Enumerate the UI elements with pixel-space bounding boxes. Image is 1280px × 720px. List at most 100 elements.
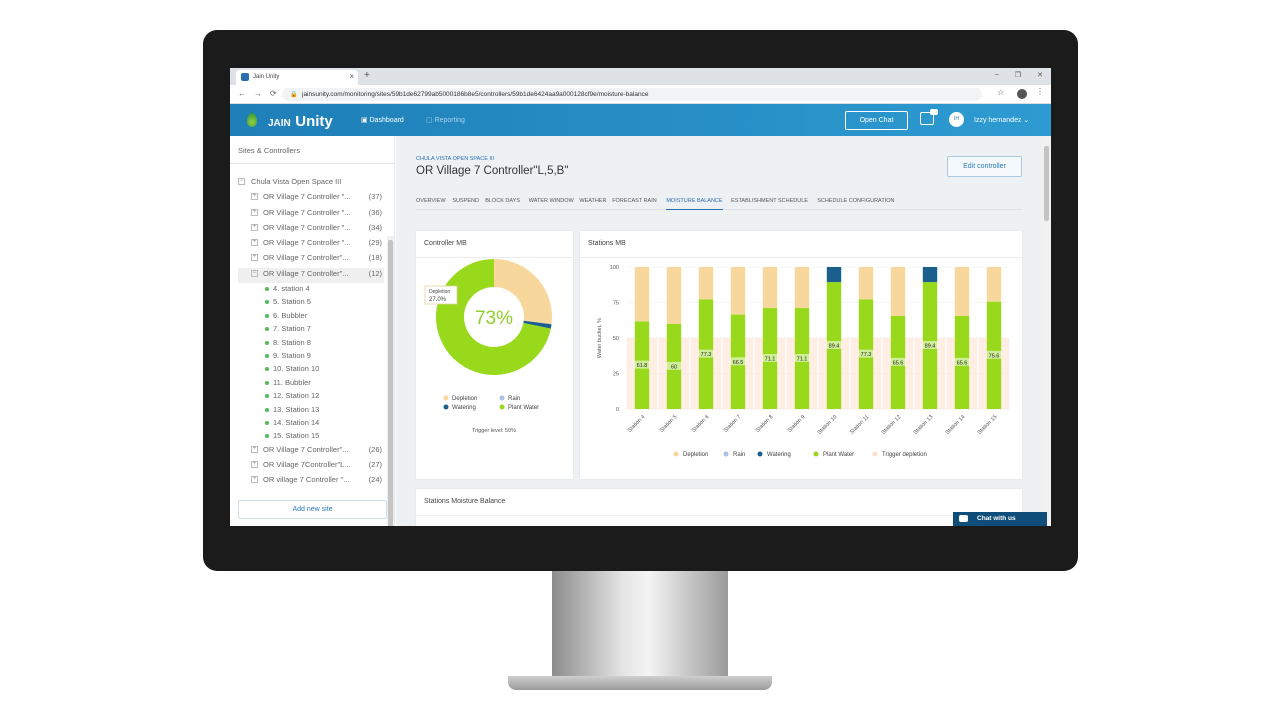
data-label-bg bbox=[858, 349, 874, 358]
tree-site[interactable]: − Chula Vista Open Space III bbox=[238, 176, 384, 191]
expand-icon[interactable]: + bbox=[251, 476, 258, 484]
chat-with-us-button[interactable]: Chat with us bbox=[953, 512, 1047, 526]
url-text: jainsunity.com/monitoring/sites/59b1de62… bbox=[302, 91, 649, 98]
data-label: 89.4 bbox=[925, 344, 936, 350]
open-chat-button[interactable]: Open Chat bbox=[845, 111, 908, 130]
profile-icon[interactable] bbox=[1017, 89, 1027, 99]
sidebar-scroll-thumb[interactable] bbox=[388, 240, 393, 526]
data-label: 65.6 bbox=[957, 360, 968, 366]
maximize-icon[interactable]: ❐ bbox=[1014, 72, 1022, 79]
collapse-icon[interactable]: − bbox=[251, 269, 258, 277]
tab-suspend[interactable]: SUSPEND bbox=[452, 198, 479, 204]
tab-water-window[interactable]: WATER WINDOW bbox=[528, 198, 574, 204]
tree-station[interactable]: 15. Station 15 bbox=[238, 430, 384, 443]
x-tick-label: Station 14 bbox=[945, 414, 967, 436]
browser-tab-strip: Jain Unity × + – ❐ ✕ bbox=[230, 68, 1051, 85]
tab-close-icon[interactable]: × bbox=[349, 72, 354, 81]
station-status-dot bbox=[265, 340, 269, 345]
add-site-button[interactable]: Add new site bbox=[238, 500, 387, 519]
tab-title: Jain Unity bbox=[253, 74, 280, 80]
user-menu[interactable]: Izzy hernandez ⌄ bbox=[974, 117, 1030, 124]
back-icon[interactable]: ← bbox=[238, 89, 246, 98]
data-label-bg bbox=[698, 349, 714, 358]
station-status-dot bbox=[265, 287, 269, 292]
tree-station[interactable]: 9. Station 9 bbox=[238, 350, 384, 363]
y-tick-label: 75 bbox=[613, 301, 619, 307]
nav-dashboard[interactable]: ▣ Dashboard bbox=[361, 117, 404, 124]
browser-window: Jain Unity × + – ❐ ✕ ← → ⟳ 🔒 jainsunity.… bbox=[230, 68, 1051, 526]
legend-marker bbox=[673, 451, 679, 457]
tree-station[interactable]: 8. Station 8 bbox=[238, 337, 384, 350]
tree-controller[interactable]: − OR Village 7 Controller"... (12) bbox=[238, 267, 384, 284]
close-window-icon[interactable]: ✕ bbox=[1037, 72, 1043, 79]
station-label: 7. Station 7 bbox=[273, 324, 311, 334]
data-label-bg bbox=[794, 354, 810, 363]
controller-mb-card: Controller MB 73% Depletion 27.0% Depletion… bbox=[416, 231, 573, 479]
legend-marker bbox=[499, 404, 505, 410]
tree-controller[interactable]: + OR Village 7 Controller"... (26) bbox=[238, 444, 384, 459]
inbox-icon[interactable] bbox=[920, 109, 938, 125]
station-status-dot bbox=[265, 300, 269, 305]
expand-icon[interactable]: + bbox=[251, 223, 258, 231]
tree-station[interactable]: 5. Station 5 bbox=[238, 296, 384, 309]
x-tick-label: Station 7 bbox=[723, 414, 743, 434]
tab-establishment-schedule[interactable]: ESTABLISHMENT SCHEDULE bbox=[731, 198, 808, 204]
chat-with-us-label: Chat with us bbox=[977, 515, 1016, 522]
nav-reporting[interactable]: ▢ Reporting bbox=[426, 117, 465, 124]
tree-station[interactable]: 12. Station 12 bbox=[238, 390, 384, 403]
tree-station[interactable]: 7. Station 7 bbox=[238, 323, 384, 336]
station-status-dot bbox=[265, 354, 269, 359]
tab-forecast-rain[interactable]: FORECAST RAIN bbox=[612, 198, 657, 204]
tree-controller[interactable]: + OR Village 7 Controller "... (34) bbox=[238, 222, 384, 237]
expand-icon[interactable]: + bbox=[251, 193, 258, 201]
forward-icon[interactable]: → bbox=[254, 89, 262, 98]
edit-controller-button[interactable]: Edit controller bbox=[947, 156, 1022, 177]
expand-icon[interactable]: + bbox=[251, 445, 258, 453]
tab-block-days[interactable]: BLOCK DAYS bbox=[485, 198, 520, 204]
station-status-dot bbox=[265, 420, 269, 425]
main-scroll-thumb[interactable] bbox=[1044, 146, 1049, 221]
x-tick-label: Station 12 bbox=[881, 414, 903, 436]
new-tab-icon[interactable]: + bbox=[364, 70, 370, 81]
station-status-dot bbox=[265, 434, 269, 439]
tree-controller[interactable]: + OR village 7 Controller "... (24) bbox=[238, 474, 384, 489]
browser-tab[interactable]: Jain Unity × bbox=[236, 70, 358, 85]
expand-icon[interactable]: + bbox=[251, 208, 258, 216]
collapse-icon[interactable]: − bbox=[238, 178, 245, 185]
controller-label: OR Village 7 Controller"... bbox=[263, 444, 349, 454]
data-label-bg bbox=[954, 357, 970, 366]
tree-station[interactable]: 10. Station 10 bbox=[238, 363, 384, 376]
tab-moisture-balance[interactable]: MOISTURE BALANCE bbox=[666, 198, 723, 210]
breadcrumb[interactable]: CHULA VISTA OPEN SPACE III bbox=[416, 156, 495, 162]
avatar[interactable]: IH bbox=[949, 112, 964, 127]
controller-count: (34) bbox=[368, 222, 382, 232]
main-scrollbar[interactable] bbox=[1042, 136, 1051, 526]
tab-overview[interactable]: OVERVIEW bbox=[416, 198, 446, 204]
tree-controller[interactable]: + OR Village 7 Controller "... (37) bbox=[238, 191, 384, 206]
tree-station[interactable]: 11. Bubbler bbox=[238, 377, 384, 390]
app-logo[interactable]: JAIN Unity bbox=[268, 113, 333, 131]
expand-icon[interactable]: + bbox=[251, 239, 258, 247]
tree-station[interactable]: 13. Station 13 bbox=[238, 404, 384, 417]
tab-weather[interactable]: WEATHER bbox=[579, 198, 607, 204]
tab-schedule-configuration[interactable]: SCHEDULE CONFIGURATION bbox=[817, 198, 895, 204]
expand-icon[interactable]: + bbox=[251, 461, 258, 469]
tree-controller[interactable]: + OR Village 7 Controller "... (36) bbox=[238, 207, 384, 222]
tree-station[interactable]: 4. station 4 bbox=[238, 283, 384, 296]
reload-icon[interactable]: ⟳ bbox=[270, 89, 277, 98]
controller-count: (27) bbox=[368, 460, 382, 470]
data-label-bg bbox=[986, 350, 1002, 359]
bookmark-star-icon[interactable]: ☆ bbox=[997, 88, 1005, 97]
tree-controller[interactable]: + OR Village 7 Controller "... (29) bbox=[238, 237, 384, 252]
station-label: 11. Bubbler bbox=[273, 377, 311, 387]
url-field[interactable]: 🔒 jainsunity.com/monitoring/sites/59b1de… bbox=[282, 88, 982, 101]
expand-icon[interactable]: + bbox=[251, 254, 258, 262]
tree-controller[interactable]: + OR Village 7Controller"L... (27) bbox=[238, 459, 384, 474]
tree-station[interactable]: 14. Station 14 bbox=[238, 417, 384, 430]
tree-station[interactable]: 6. Bubbler bbox=[238, 310, 384, 323]
sidebar-scrollbar[interactable] bbox=[387, 236, 394, 526]
tree-controller[interactable]: + OR Village 7 Controller"... (18) bbox=[238, 252, 384, 267]
browser-menu-icon[interactable]: ⋮ bbox=[1036, 87, 1044, 96]
x-tick-label: Station 5 bbox=[659, 414, 679, 434]
minimize-icon[interactable]: – bbox=[994, 71, 999, 78]
